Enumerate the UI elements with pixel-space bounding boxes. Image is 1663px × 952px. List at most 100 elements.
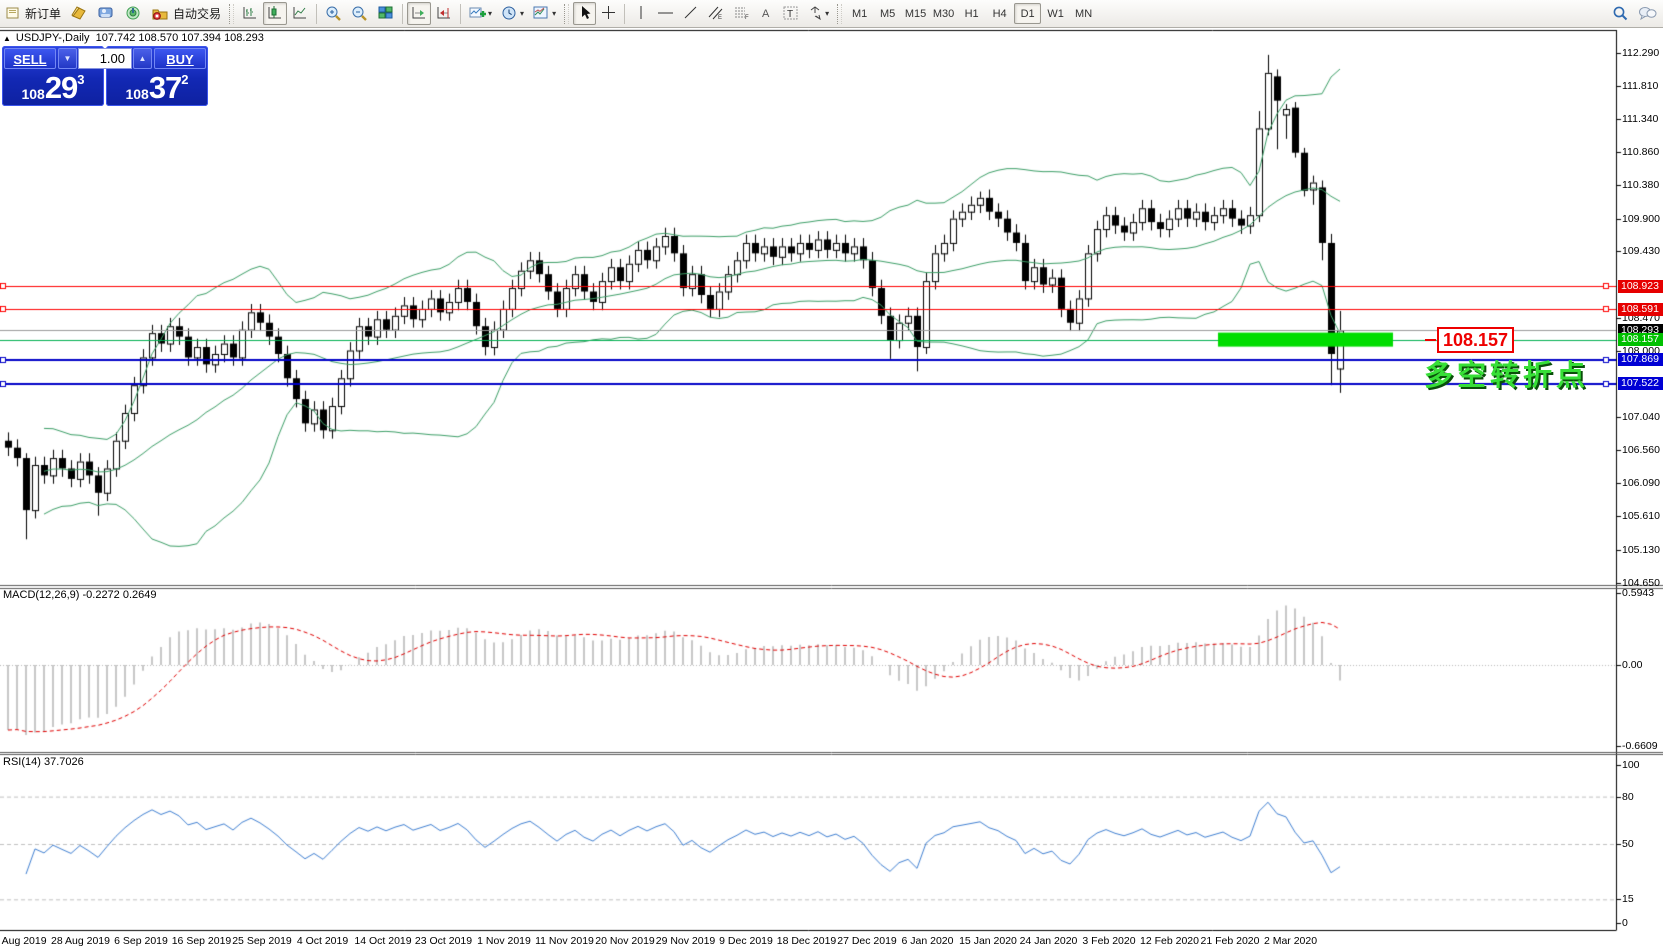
horizontal-line-tool-button[interactable]	[653, 2, 678, 25]
price-tick-label: 112.290	[1622, 46, 1660, 59]
line-chart-button[interactable]	[288, 2, 312, 25]
gold-book-icon	[70, 5, 88, 23]
timeframe-m30[interactable]: M30	[932, 7, 955, 20]
trendline-tool-button[interactable]	[679, 2, 702, 25]
templates-button[interactable]: ▾	[529, 2, 560, 25]
macd-axis-label: 0.00	[1622, 659, 1643, 671]
rsi-axis-label: 50	[1622, 838, 1634, 850]
macd-axis-label: -0.6609	[1622, 740, 1658, 752]
fibonacci-tool-button[interactable]: F	[729, 2, 754, 25]
date-tick-label: 16 Sep 2019	[171, 935, 232, 947]
zoom-out-button[interactable]	[347, 2, 372, 25]
date-tick-label: 14 Oct 2019	[354, 935, 412, 947]
volume-decrease-button[interactable]: ▼	[58, 48, 77, 69]
macd-axis-label: 0.5943	[1622, 587, 1655, 599]
timeframe-mn[interactable]: MN	[1075, 7, 1093, 20]
timeframe-m15[interactable]: M15	[904, 7, 927, 20]
timeframe-d1[interactable]: D1	[1014, 3, 1042, 24]
buy-price: 108372	[106, 70, 208, 106]
sell-price-prefix: 108	[21, 86, 45, 102]
rsi-axis-label: 0	[1622, 917, 1628, 929]
crosshair-tool-button[interactable]	[597, 2, 620, 25]
text-label-tool-button[interactable]: T	[779, 2, 803, 25]
chevron-down-icon: ▾	[520, 9, 525, 18]
search-button[interactable]	[1608, 2, 1633, 25]
rsi-name: RSI(14)	[3, 756, 41, 768]
macd-indicator-label: MACD(12,26,9) -0.2272 0.2649	[3, 589, 157, 601]
buy-button[interactable]: BUY	[154, 48, 206, 69]
bar-chart-button[interactable]	[238, 2, 262, 25]
macd-values: -0.2272 0.2649	[82, 589, 157, 601]
sell-button[interactable]: SELL	[4, 48, 56, 69]
date-tick-label: 20 Nov 2019	[595, 935, 655, 947]
autotrading-icon	[151, 5, 169, 23]
chevron-down-icon: ▾	[488, 9, 493, 18]
trendline-icon	[683, 5, 698, 22]
buy-price-prefix: 108	[125, 86, 149, 102]
price-tick-label: 107.040	[1622, 411, 1660, 424]
volume-input[interactable]	[78, 48, 132, 69]
template-icon	[533, 5, 550, 23]
sonar-icon	[124, 5, 142, 23]
price-tick-label: 104.650	[1622, 577, 1660, 589]
news-button[interactable]	[120, 2, 146, 25]
collapse-panel-icon[interactable]: ▲	[3, 34, 11, 43]
arrows-tool-button[interactable]: ▾	[804, 2, 833, 25]
chevron-down-icon: ▾	[552, 9, 557, 18]
equidistant-channel-icon: E	[707, 5, 724, 22]
vertical-line-tool-button[interactable]	[629, 2, 652, 25]
svg-text:F: F	[745, 15, 749, 20]
volume-increase-button[interactable]: ▲	[133, 48, 152, 69]
arrows-icon	[808, 5, 823, 22]
price-callout-dash	[1425, 338, 1436, 341]
timeframe-m5[interactable]: M5	[879, 7, 896, 20]
chart-shift-button[interactable]	[432, 2, 456, 25]
date-tick-label: 6 Sep 2019	[114, 935, 168, 947]
indicators-button[interactable]: ▾	[465, 2, 496, 25]
new-order-button[interactable]: 新订单	[2, 2, 65, 25]
svg-text:A: A	[762, 8, 770, 20]
tile-windows-button[interactable]	[373, 2, 398, 25]
date-tick-label: 9 Aug 2019	[0, 935, 47, 947]
symbol-period-label: USDJPY-,Daily	[15, 32, 90, 44]
autotrading-button[interactable]: 自动交易	[147, 2, 225, 25]
candlestick-chart-button[interactable]	[263, 2, 288, 25]
timeframe-h1[interactable]: H1	[964, 7, 979, 20]
text-tool-button[interactable]: A	[755, 2, 778, 25]
channel-tool-button[interactable]: E	[703, 2, 728, 25]
date-tick-label: 23 Oct 2019	[414, 935, 473, 947]
date-tick-label: 6 Jan 2020	[901, 935, 954, 947]
timeframe-w1[interactable]: W1	[1047, 7, 1064, 20]
chart-title: ▲ USDJPY-,Daily 107.742 108.570 107.394 1…	[3, 32, 264, 44]
rsi-axis-label: 15	[1622, 893, 1634, 906]
date-tick-label: 12 Feb 2020	[1140, 935, 1199, 947]
history-center-button[interactable]	[66, 2, 92, 25]
toolbar-separator	[316, 3, 318, 24]
sell-price: 108293	[2, 70, 104, 106]
auto-scroll-button[interactable]	[407, 2, 432, 25]
timeframe-m1[interactable]: M1	[851, 7, 868, 20]
price-callout-box[interactable]: 108.157	[1437, 326, 1515, 353]
zoom-in-button[interactable]	[321, 2, 346, 25]
chat-button[interactable]	[1634, 2, 1661, 25]
zoom-in-icon	[325, 5, 342, 23]
timeframe-group: M1 M5 M15 M30 H1 H4 D1 W1 MN	[846, 3, 1097, 24]
candlestick-chart-icon	[267, 5, 283, 22]
zoom-out-icon	[351, 5, 368, 23]
annotation-text[interactable]: 多空转折点	[1424, 360, 1590, 392]
terminal-button[interactable]	[93, 2, 119, 25]
date-tick-label: 9 Dec 2019	[719, 935, 773, 947]
fibonacci-icon: F	[733, 5, 750, 22]
auto-scroll-icon	[411, 5, 427, 22]
chat-icon	[1638, 5, 1657, 23]
periods-button[interactable]: ▾	[497, 2, 528, 25]
cursor-tool-button[interactable]	[573, 2, 597, 25]
date-tick-label: 24 Jan 2020	[1019, 935, 1078, 947]
clock-icon	[501, 5, 518, 23]
chart-shift-icon	[436, 5, 452, 22]
price-tag-107.522: 107.522	[1618, 377, 1663, 391]
timeframe-h4[interactable]: H4	[992, 7, 1007, 20]
date-tick-label: 29 Nov 2019	[655, 935, 716, 947]
